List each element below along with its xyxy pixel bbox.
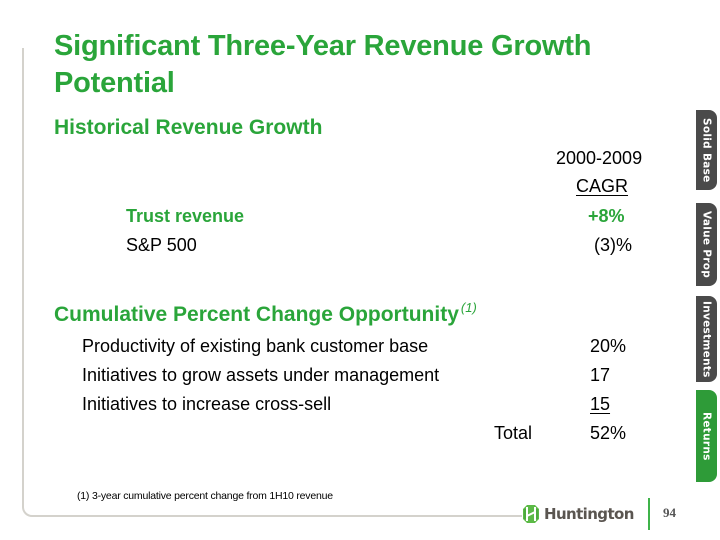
row-value-trust-revenue: +8%	[588, 206, 625, 226]
brand-name: Huntington	[544, 505, 634, 523]
page-number: 94	[663, 505, 676, 520]
nav-tab-value-prop[interactable]: Value Prop	[696, 203, 717, 286]
opportunity-row-label: Initiatives to grow assets under managem…	[82, 365, 440, 385]
footnote-reference: (1)	[460, 300, 477, 315]
footnote: (1) 3-year cumulative percent change fro…	[77, 490, 333, 502]
nav-tab-label: Value Prop	[700, 210, 713, 279]
opportunity-heading: Cumulative Percent Change Opportunity (1)	[54, 300, 477, 327]
row-value-sp500: (3)%	[594, 235, 633, 255]
opportunity-row-value: 15	[590, 394, 611, 414]
opportunity-row-value: 20%	[590, 336, 627, 356]
total-value: 52%	[590, 423, 627, 443]
footer-divider	[648, 498, 650, 530]
nav-tab-returns[interactable]: Returns	[696, 390, 717, 482]
nav-tab-solid-base[interactable]: Solid Base	[696, 110, 717, 190]
nav-tab-label: Solid Base	[700, 117, 713, 183]
opportunity-heading-text: Cumulative Percent Change Opportunity	[54, 303, 459, 326]
huntington-logo: Huntington	[522, 504, 634, 524]
row-label-sp500: S&P 500	[126, 235, 197, 255]
opportunity-row-value: 17	[590, 365, 611, 385]
nav-tab-investments[interactable]: Investments	[696, 296, 717, 382]
nav-tab-label: Returns	[700, 411, 713, 461]
nav-tab-label: Investments	[700, 300, 713, 378]
row-label-trust-revenue: Trust revenue	[126, 206, 245, 226]
historical-heading: Historical Revenue Growth	[54, 116, 323, 139]
opportunity-row-label: Productivity of existing bank customer b…	[82, 336, 429, 356]
slide-frame	[22, 48, 522, 517]
column-header-cagr: CAGR	[576, 176, 629, 196]
slide-title: Significant Three-Year Revenue Growth Po…	[54, 30, 592, 99]
total-label: Total	[494, 423, 533, 443]
huntington-logo-icon	[523, 505, 539, 523]
column-header-period: 2000-2009	[556, 148, 643, 168]
opportunity-row-label: Initiatives to increase cross-sell	[82, 394, 332, 414]
